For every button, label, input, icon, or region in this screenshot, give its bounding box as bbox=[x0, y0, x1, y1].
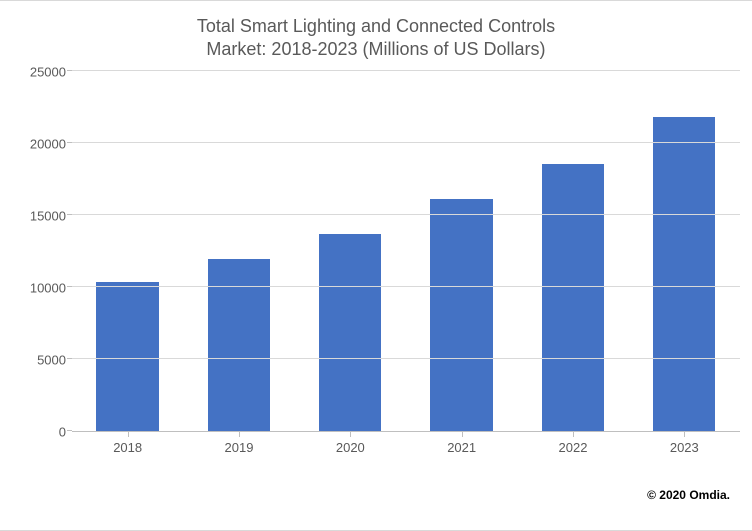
bar-slot bbox=[183, 72, 294, 431]
y-tick-label: 15000 bbox=[30, 208, 66, 223]
bar bbox=[96, 282, 158, 430]
y-tick-mark bbox=[67, 142, 72, 143]
plot-area bbox=[72, 72, 740, 432]
y-tick-label: 5000 bbox=[37, 352, 66, 367]
chart-title-line2: Market: 2018-2023 (Millions of US Dollar… bbox=[206, 39, 545, 59]
y-tick-label: 10000 bbox=[30, 280, 66, 295]
bar bbox=[430, 199, 492, 431]
y-tick-mark bbox=[67, 286, 72, 287]
x-tick-mark bbox=[462, 431, 463, 437]
x-tick-mark bbox=[239, 431, 240, 437]
copyright-text: © 2020 Omdia. bbox=[647, 488, 730, 502]
bars-group bbox=[72, 72, 740, 431]
y-tick-mark bbox=[67, 430, 72, 431]
y-tick-label: 20000 bbox=[30, 136, 66, 151]
bar bbox=[542, 164, 604, 430]
y-tick-mark bbox=[67, 358, 72, 359]
bar-slot bbox=[517, 72, 628, 431]
y-axis: 0500010000150002000025000 bbox=[12, 72, 72, 432]
plot-row: 0500010000150002000025000 bbox=[12, 72, 740, 432]
bar-slot bbox=[629, 72, 740, 431]
bar-slot bbox=[295, 72, 406, 431]
gridline bbox=[72, 142, 740, 143]
bar bbox=[653, 117, 715, 431]
gridline bbox=[72, 286, 740, 287]
x-tick-mark bbox=[684, 431, 685, 437]
bar-slot bbox=[72, 72, 183, 431]
x-tick-mark bbox=[573, 431, 574, 437]
y-tick-label: 0 bbox=[59, 424, 66, 439]
x-axis-labels: 201820192020202120222023 bbox=[72, 432, 740, 455]
gridline bbox=[72, 358, 740, 359]
chart-container: Total Smart Lighting and Connected Contr… bbox=[0, 0, 752, 531]
bar-slot bbox=[406, 72, 517, 431]
chart-title-line1: Total Smart Lighting and Connected Contr… bbox=[197, 16, 555, 36]
gridline bbox=[72, 70, 740, 71]
x-tick-mark bbox=[128, 431, 129, 437]
x-tick-mark bbox=[350, 431, 351, 437]
bar bbox=[319, 234, 381, 431]
y-tick-mark bbox=[67, 214, 72, 215]
y-tick-mark bbox=[67, 70, 72, 71]
chart-title: Total Smart Lighting and Connected Contr… bbox=[52, 15, 700, 62]
y-tick-label: 25000 bbox=[30, 64, 66, 79]
gridline bbox=[72, 214, 740, 215]
